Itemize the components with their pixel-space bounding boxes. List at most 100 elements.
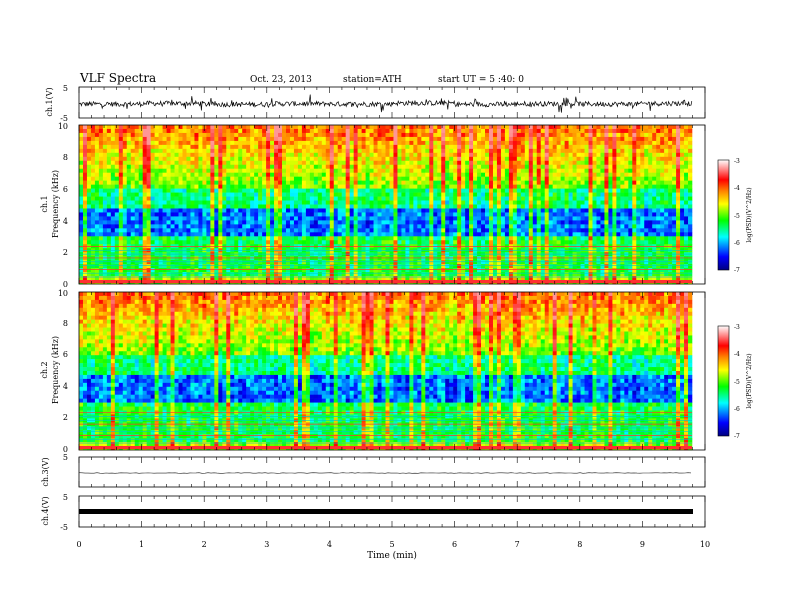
spectrogram-cell: [289, 136, 295, 142]
spectrogram-cell: [389, 132, 394, 138]
spectrogram-cell: [98, 228, 104, 233]
spectrogram-cell: [560, 132, 565, 138]
spectrogram-cell: [258, 228, 263, 233]
spectrogram-cell: [572, 184, 577, 189]
spectrogram-cell: [377, 232, 382, 237]
spectrogram-cell: [393, 136, 398, 142]
spectrogram-cell: [270, 220, 275, 225]
spectrogram-cell: [381, 228, 386, 233]
spectrogram-cell: [437, 240, 442, 245]
spectrogram-cell: [134, 216, 140, 221]
spectrogram-cell: [572, 224, 577, 229]
spectrogram-cell: [445, 224, 450, 229]
spectrogram-cell: [660, 224, 665, 229]
spectrogram-cell: [512, 208, 518, 213]
spectrogram-cell: [668, 128, 673, 134]
spectrogram-cell: [377, 208, 382, 213]
spectrogram-cell: [425, 220, 430, 225]
spectrogram-cell: [624, 125, 629, 130]
spectrogram-cell: [441, 240, 446, 245]
spectrogram-cell: [516, 180, 522, 185]
spectrogram-cell: [393, 164, 398, 170]
spectrogram-cell: [353, 156, 358, 162]
spectrogram-cell: [118, 224, 124, 229]
spectrogram-cell: [134, 200, 140, 205]
spectrogram-cell: [504, 216, 510, 221]
spectrogram-cell: [401, 188, 406, 193]
spectrogram-cell: [289, 188, 295, 193]
spectrogram-cell: [301, 236, 307, 241]
spectrogram-cell: [79, 228, 84, 233]
spectrogram-cell: [616, 228, 621, 233]
spectrogram-cell: [266, 212, 271, 217]
spectrogram-cell: [556, 160, 561, 166]
spectrogram-cell: [461, 224, 466, 229]
spectrogram-cell: [684, 188, 689, 193]
spectrogram-cell: [385, 188, 390, 193]
spectrogram-cell: [218, 132, 223, 138]
spectrogram-cell: [297, 236, 303, 241]
spectrogram-cell: [604, 128, 609, 134]
spectrogram-cell: [337, 140, 343, 146]
spectrogram-cell: [79, 128, 84, 134]
spectrogram-cell: [624, 168, 629, 173]
spectrogram-cell: [297, 160, 303, 166]
spectrogram-cell: [648, 164, 653, 170]
spectrogram-cell: [309, 160, 315, 166]
spectrogram-cell: [676, 228, 681, 233]
spectrogram-cell: [333, 180, 339, 185]
spectrogram-cell: [289, 176, 295, 181]
spectrogram-cell: [668, 164, 673, 170]
spectrogram-cell: [90, 136, 96, 142]
spectrogram-cell: [98, 204, 104, 209]
spectrogram-cell: [206, 204, 211, 209]
spectrogram-cell: [325, 152, 331, 158]
spectrogram-cell: [234, 212, 239, 217]
spectrogram-cell: [413, 192, 418, 197]
spectrogram-cell: [477, 224, 482, 229]
spectrogram-cell: [114, 204, 120, 209]
spectrogram-cell: [206, 128, 211, 134]
spectrogram-cell: [86, 236, 92, 241]
spectrogram-cell: [600, 192, 605, 197]
spectrogram-cell: [568, 208, 573, 213]
spectrogram-cell: [142, 180, 147, 185]
spectrogram-cell: [174, 216, 179, 221]
spectrogram-cell: [317, 125, 323, 130]
spectrogram-cell: [536, 144, 542, 150]
spectrogram-cell: [608, 236, 613, 241]
spectrogram-cell: [688, 228, 693, 233]
spectrogram-cell: [274, 160, 279, 166]
spectrogram-cell: [572, 176, 577, 181]
spectrogram-cell: [297, 140, 303, 146]
spectrogram-cell: [98, 196, 104, 201]
spectrogram-cell: [210, 236, 215, 241]
spectrogram-cell: [313, 204, 319, 209]
spectrogram-cell: [469, 216, 474, 221]
spectrogram-cell: [397, 224, 402, 229]
spectrogram-cell: [504, 144, 510, 150]
spectrogram-cell: [82, 236, 88, 241]
spectrogram-cell: [425, 128, 430, 134]
spectrogram-cell: [433, 128, 438, 134]
spectrogram-cell: [258, 172, 263, 177]
spectrogram-cell: [373, 148, 378, 154]
spectrogram-cell: [532, 168, 538, 173]
spectrogram-cell: [644, 176, 649, 181]
spectrogram-cell: [684, 125, 689, 130]
spectrogram-cell: [321, 180, 327, 185]
spectrogram-cell: [206, 216, 211, 221]
spectrogram-cell: [309, 196, 315, 201]
ch1-spectrogram-heatmap: [79, 125, 693, 285]
spectrogram-cell: [162, 172, 167, 177]
spectrogram-cell: [361, 208, 366, 213]
spectrogram-cell: [405, 220, 410, 225]
spectrogram-cell: [242, 132, 247, 138]
spectrogram-cell: [79, 212, 84, 217]
spectrogram-cell: [305, 140, 311, 146]
spectrogram-cell: [94, 140, 100, 146]
spectrogram-cell: [218, 200, 223, 205]
spectrogram-cell: [441, 188, 446, 193]
spectrogram-cell: [102, 132, 108, 138]
spectrogram-cell: [317, 236, 323, 241]
